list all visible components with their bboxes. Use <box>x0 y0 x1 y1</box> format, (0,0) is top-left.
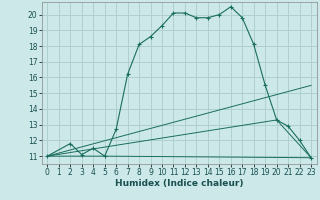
X-axis label: Humidex (Indice chaleur): Humidex (Indice chaleur) <box>115 179 244 188</box>
